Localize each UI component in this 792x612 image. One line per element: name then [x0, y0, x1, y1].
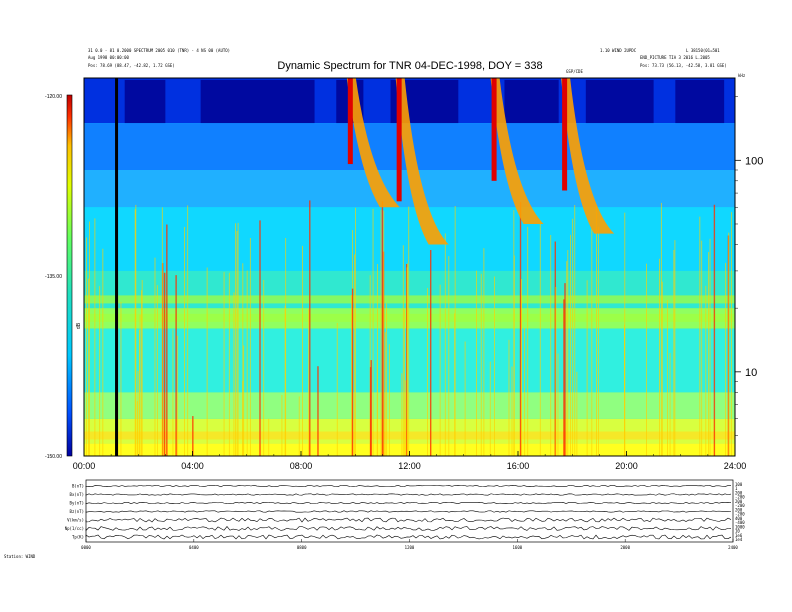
mid-label: GSP/CDE: [566, 69, 583, 74]
radio-burst-core: [396, 78, 402, 202]
colorbar-tick-bottom: -150.00: [45, 454, 62, 460]
panel-scale-top: 400: [735, 516, 743, 521]
panel-x-label: 2000: [620, 545, 630, 550]
x-tick-label: 16:00: [507, 461, 530, 471]
panel-x-label: 0400: [189, 545, 199, 550]
panel-scale-bottom: -200: [735, 495, 745, 500]
header-right-line1: 1.10 WIND 2UPDC: [600, 48, 637, 53]
panels-footer: Station: WIND: [4, 554, 36, 559]
quiet-region: [504, 79, 559, 124]
panel-label: Bx(nT): [70, 492, 84, 497]
y-tick-label: 100: [745, 155, 763, 167]
panel-label: By(nT): [70, 501, 84, 506]
x-tick-label: 08:00: [290, 461, 313, 471]
panel-label: Tp(K): [72, 535, 84, 540]
x-tick-label: 00:00: [73, 461, 96, 471]
colorbar-label: dB: [76, 322, 82, 329]
quiet-region: [200, 79, 315, 124]
panel-scale-top: 200: [735, 491, 743, 496]
emission-band: [84, 431, 735, 440]
x-tick-label: 24:00: [724, 461, 747, 471]
panel-trace: [85, 501, 732, 505]
colorbar: [66, 94, 73, 457]
panel-scale-bottom: 1e4: [735, 537, 743, 542]
header-left-line1: 31 0.0 - 81 0.2000 SPECTRUM 2005 010 (TN…: [88, 48, 230, 53]
background-band: [84, 328, 735, 393]
panel-label: Np(1/cc): [65, 526, 84, 531]
radio-burst-core: [562, 78, 568, 191]
header-left-line3: Pos: 78.69 (88.47, -42.82, 1.72 GSE): [88, 63, 175, 68]
panel-x-label: 0000: [81, 545, 91, 550]
radio-burst: [346, 78, 400, 208]
panel-label: B(nT): [72, 484, 84, 489]
panel-label: Bz(nT): [70, 509, 84, 514]
chart-title: Dynamic Spectrum for TNR 04-DEC-1998, DO…: [277, 60, 542, 72]
header-right-line2: L 38150(01=501: [686, 48, 720, 53]
background-band: [84, 443, 735, 456]
quiet-region: [124, 79, 166, 124]
panel-scale-bottom: -400: [735, 520, 745, 525]
panels-frame: [85, 479, 734, 543]
header-right-line3: END_PICTURE TIA 3 2016 L.2005: [640, 55, 710, 60]
spectrogram-plot: [83, 77, 736, 457]
panel-trace: [85, 510, 732, 513]
emission-band: [84, 313, 735, 322]
spectrogram-layers: [83, 78, 735, 456]
background-band: [84, 392, 735, 419]
x-tick-label: 12:00: [398, 461, 421, 471]
x-axis: 00:00 04:00 08:00 12:00 16:00 20:00 24:00: [73, 451, 747, 471]
panel-x-label: 1600: [513, 545, 523, 550]
radio-burst: [490, 78, 544, 224]
radio-burst-core: [347, 78, 353, 165]
panel-trace: [85, 526, 732, 532]
y-tick-label: 10: [745, 367, 757, 379]
quiet-region: [585, 79, 654, 124]
khz-unit-label: kHz: [738, 73, 746, 78]
x-tick-label: 04:00: [181, 461, 204, 471]
colorbar-tick-top: -120.00: [45, 94, 62, 100]
colorbar-tick-mid: -135.00: [45, 274, 62, 280]
panel-scale-bottom: 1: [735, 486, 738, 491]
panel-label: V(km/s): [67, 518, 84, 523]
y-axis: 100 10: [735, 96, 763, 436]
panel-scale-bottom: 10: [735, 529, 740, 534]
panel-scale-top: 200: [735, 508, 743, 513]
header-right-line4: Pos: 73.73 (56.13, -42.58, 3.81 GSE): [640, 63, 727, 68]
radio-burst: [561, 78, 615, 234]
emission-band: [84, 295, 735, 304]
radio-burst: [395, 78, 449, 245]
panel-x-label: 1200: [405, 545, 415, 550]
panel-scale-top: 1000: [735, 525, 745, 530]
radio-burst-core: [491, 78, 497, 181]
panel-scale-top: 100: [735, 482, 743, 487]
panel-scale-bottom: -200: [735, 503, 745, 508]
panel-scale-bottom: -200: [735, 512, 745, 517]
quiet-region: [675, 79, 725, 124]
background-band: [84, 207, 735, 271]
panel-scale-top: 200: [735, 499, 743, 504]
header-left-line2: Aug 1998 00:00:00: [88, 55, 130, 60]
data-gap: [115, 78, 119, 456]
x-tick-label: 20:00: [615, 461, 638, 471]
panel-trace: [85, 534, 732, 540]
panel-x-label: 2400: [728, 545, 738, 550]
panel-trace: [85, 493, 732, 496]
panel-trace: [85, 517, 732, 523]
panel-trace: [85, 484, 732, 488]
panel-scale-top: 1e6: [735, 533, 743, 538]
panel-x-label: 0800: [297, 545, 307, 550]
